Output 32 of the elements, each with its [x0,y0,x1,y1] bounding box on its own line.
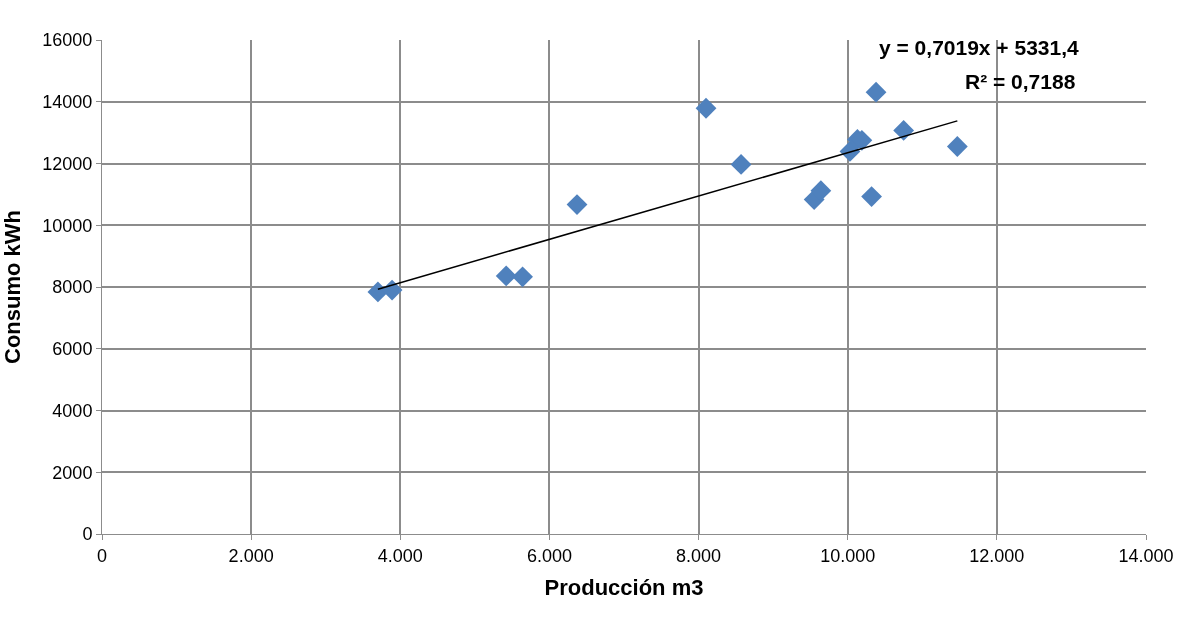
x-tick-label: 6.000 [526,545,572,566]
point [512,266,533,288]
y-tick-label: 2000 [52,462,93,483]
x-axis-title: Producción m3 [544,575,704,601]
annotation: y = 0,7019x + 5331,4 [879,36,1080,59]
y-tick-label: 16000 [42,30,93,51]
x-tick-label: 8.000 [676,545,722,566]
point [695,97,717,119]
y-tick-label: 14000 [42,92,93,113]
point [893,120,915,141]
y-tick-label: 4000 [52,400,93,421]
point [865,81,887,103]
y-tick-label: 10000 [42,215,93,236]
point [861,186,882,207]
point [381,279,403,301]
y-axis-title: Consumo kWh [0,210,26,364]
x-tick-label: 12.000 [969,545,1025,566]
x-tick-label: 2.000 [228,545,274,566]
point [730,154,752,175]
point [810,180,832,202]
y-tick-label: 6000 [52,339,93,360]
x-tick-label: 14.000 [1118,545,1174,566]
y-tick-label: 8000 [52,277,93,298]
x-tick-label: 10.000 [820,545,876,566]
x-tick-label: 4.000 [377,545,423,566]
point [946,136,968,157]
point [495,265,517,287]
x-tick-label: 0 [96,545,108,566]
y-tick-label: 12000 [42,153,93,174]
y-tick-label: 0 [82,524,93,545]
point [566,194,588,215]
annotation: R² = 0,7188 [965,70,1076,93]
